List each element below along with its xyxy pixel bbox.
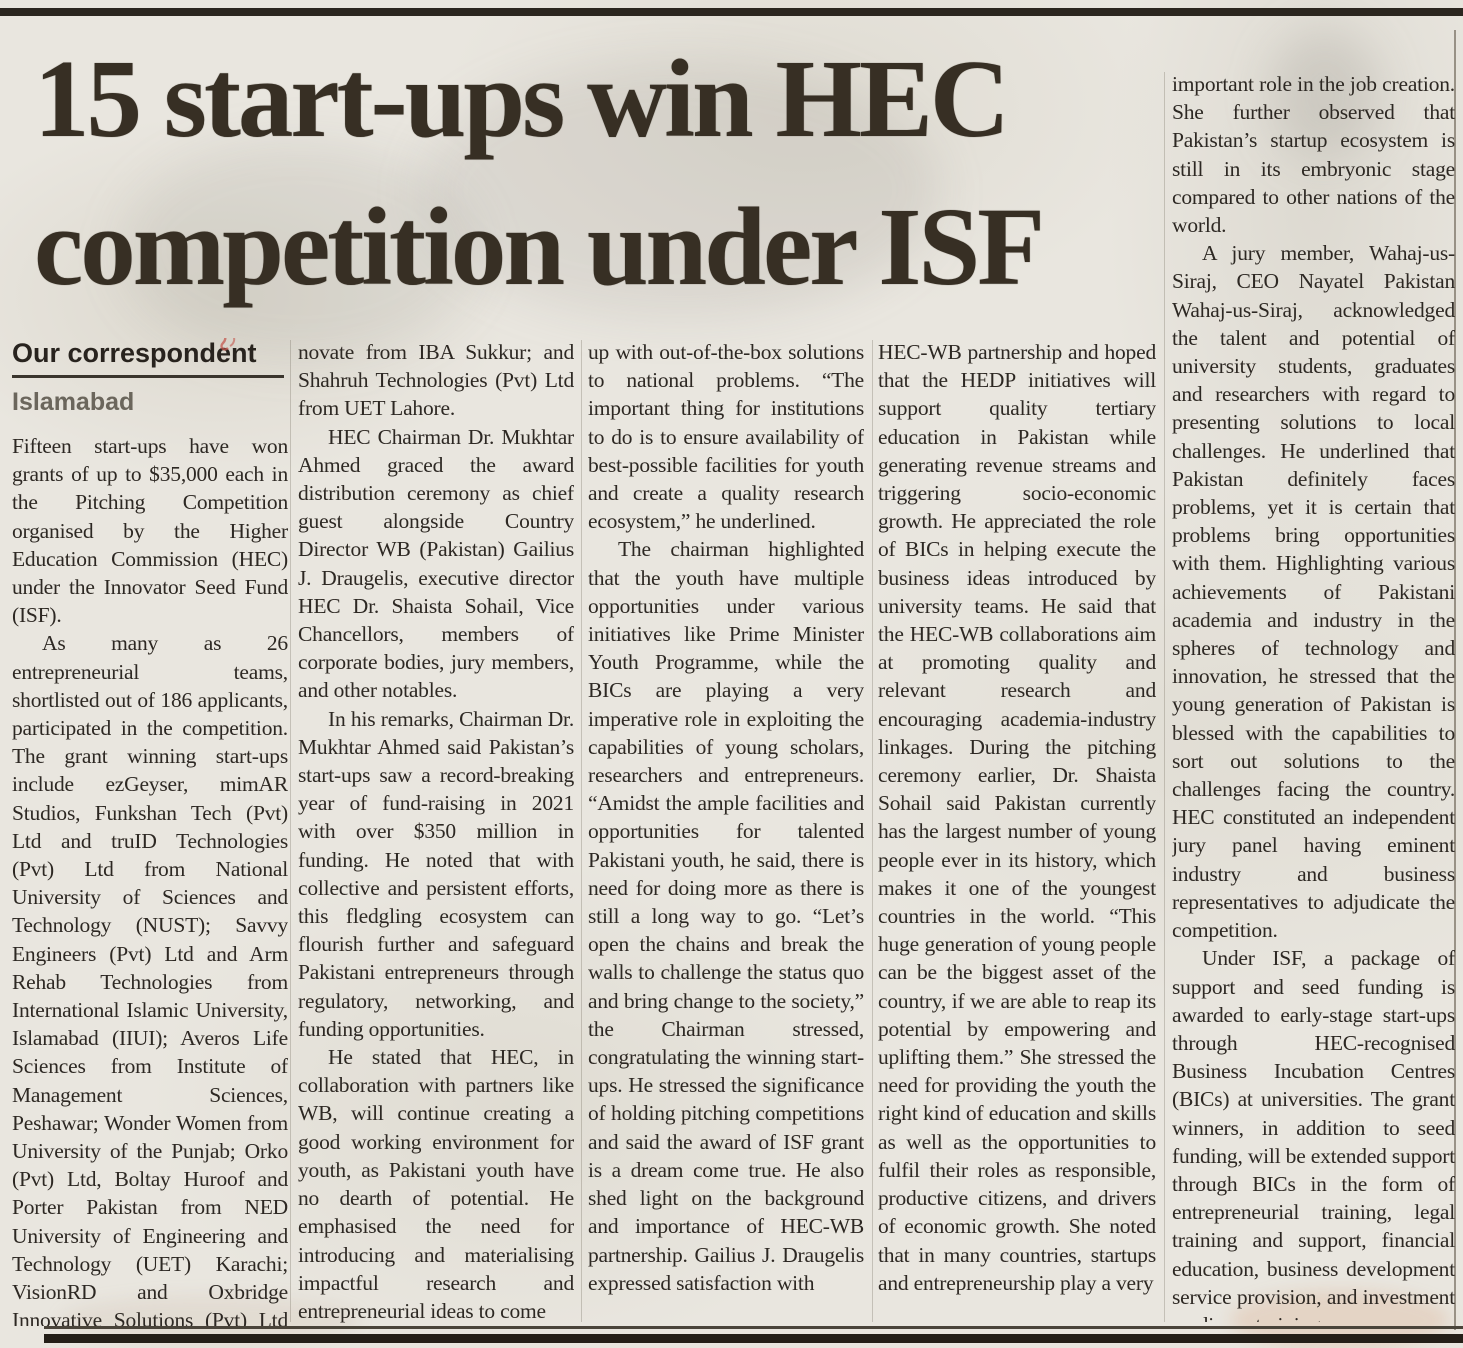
byline-author: Our correspondent <box>12 338 257 368</box>
headline-line-1: 15 start-ups win HEC <box>34 38 1010 161</box>
body-paragraph: He stated that HEC, in collaboration wit… <box>298 1045 574 1323</box>
body-paragraph: As many as 26 entrepreneurial teams, sho… <box>12 631 288 1326</box>
column-separator <box>581 340 582 1322</box>
headline-line-2: competition under ISF <box>34 186 1045 309</box>
bottom-border-rule-thick <box>44 1334 1463 1343</box>
byline-rule <box>12 375 284 378</box>
article-column-4: HEC-WB partnership and hoped that the HE… <box>878 338 1156 1326</box>
article-column-3: up with out-of-the-box solutions to nati… <box>588 338 864 1326</box>
body-paragraph: The chairman highlighted that the youth … <box>588 537 864 1295</box>
body-paragraph: In his remarks, Chairman Dr. Mukhtar Ahm… <box>298 706 574 1041</box>
article-headline: 15 start-ups win HEC competition under I… <box>34 26 1164 322</box>
byline-location: Islamabad <box>12 388 135 416</box>
column-separator <box>872 340 873 1322</box>
body-paragraph: Under ISF, a package of support and seed… <box>1172 946 1455 1322</box>
top-border-rule <box>0 8 1463 16</box>
body-paragraph: A jury member, Wahaj-us-Siraj, CEO Nayat… <box>1172 241 1455 943</box>
bottom-border-rule-thin <box>44 1326 1463 1329</box>
body-paragraph: important role in the job creation. She … <box>1172 72 1455 238</box>
body-paragraph: HEC-WB partnership and hoped that the HE… <box>878 340 1156 1295</box>
column-separator <box>290 340 291 1322</box>
red-pen-mark <box>220 338 236 351</box>
right-column-rule <box>1454 30 1456 1330</box>
byline: Our correspondent Islamabad <box>12 338 288 416</box>
body-paragraph: Fifteen start-ups have won grants of up … <box>12 434 288 628</box>
column-separator <box>1164 72 1165 1322</box>
article-column-2: novate from IBA Sukkur; and Shahruh Tech… <box>298 338 574 1326</box>
article-column-1: Our correspondent Islamabad Fifteen star… <box>12 338 288 1326</box>
body-paragraph: novate from IBA Sukkur; and Shahruh Tech… <box>298 340 574 421</box>
body-paragraph: up with out-of-the-box solutions to nati… <box>588 340 864 534</box>
article-column-5: important role in the job creation. She … <box>1172 70 1455 1322</box>
body-paragraph: HEC Chairman Dr. Mukhtar Ahmed graced th… <box>298 424 574 703</box>
